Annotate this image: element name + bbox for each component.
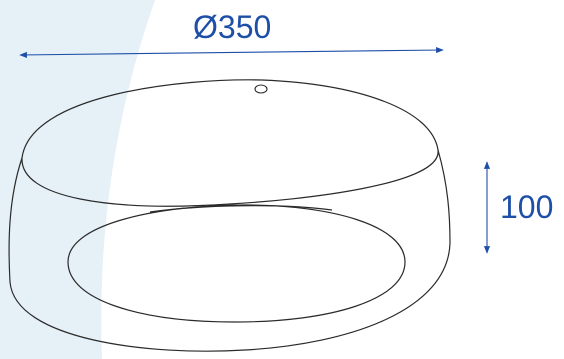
diameter-dimension-line [19,47,444,58]
ring-inner-wall-edge [149,205,333,213]
ring-outer-side-right [437,149,451,244]
diameter-label: Ø350 [193,9,271,45]
ring-top-outer-rim [21,79,439,207]
ring-bottom-outer-rim [9,242,451,352]
height-label: 100 [500,189,553,225]
mounting-hole [254,84,268,94]
background-panel [0,0,155,359]
ring-outer-side [8,157,23,283]
ring-inner-rim [67,204,406,323]
